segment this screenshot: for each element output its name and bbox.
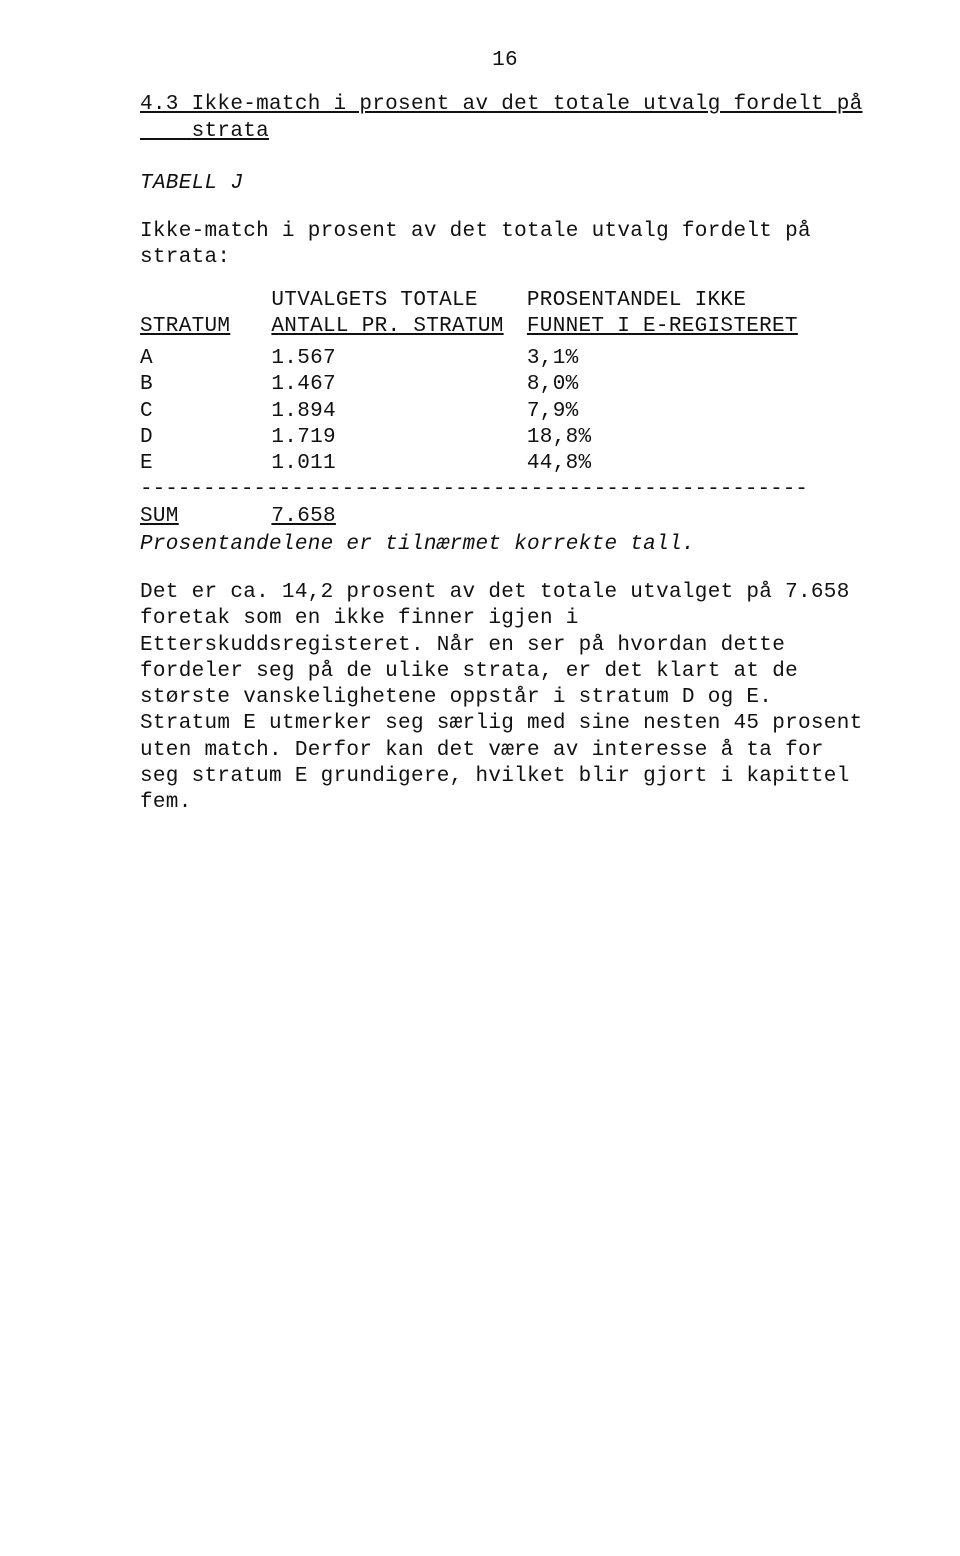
cell-stratum: A [140,346,271,372]
cell-value: 1.011 [271,451,527,477]
cell-percent: 3,1% [527,346,870,372]
cell-value: 1.719 [271,425,527,451]
page: 16 4.3 Ikke-match i prosent av det total… [0,0,960,906]
cell-stratum: B [140,372,271,398]
table-note: Prosentandelene er tilnærmet korrekte ta… [140,532,870,558]
cell-percent: 8,0% [527,372,870,398]
th-antall-top: UTVALGETS TOTALE [271,288,527,314]
section-title-line2: strata [192,120,269,143]
dash-line: ----------------------------------------… [140,477,870,503]
table-row: B 1.467 8,0% [140,372,870,398]
cell-stratum: E [140,451,271,477]
table-row: E 1.011 44,8% [140,451,870,477]
data-table: UTVALGETS TOTALE PROSENTANDEL IKKE STRAT… [140,288,870,530]
th-stratum-top [140,288,271,314]
cell-stratum: C [140,399,271,425]
section-title-line1: 4.3 Ikke-match i prosent av det totale u… [140,93,863,116]
cell-percent: 44,8% [527,451,870,477]
table-row: D 1.719 18,8% [140,425,870,451]
table-sum-row: SUM 7.658 [140,504,870,530]
th-prosent-top: PROSENTANDEL IKKE [527,288,870,314]
cell-percent: 18,8% [527,425,870,451]
table-divider: ----------------------------------------… [140,477,870,503]
body-paragraph: Det er ca. 14,2 prosent av det totale ut… [140,580,870,816]
table-row: C 1.894 7,9% [140,399,870,425]
cell-stratum: D [140,425,271,451]
sum-value: 7.658 [271,504,527,530]
sum-label: SUM [140,504,271,530]
cell-value: 1.894 [271,399,527,425]
cell-value: 1.567 [271,346,527,372]
table-caption: Ikke-match i prosent av det totale utval… [140,219,870,272]
cell-percent: 7,9% [527,399,870,425]
th-antall: ANTALL PR. STRATUM [271,314,527,346]
table-name: TABELL J [140,171,870,197]
sum-percent [527,504,870,530]
page-number: 16 [140,48,870,74]
table-row: A 1.567 3,1% [140,346,870,372]
table-header-row-1: UTVALGETS TOTALE PROSENTANDEL IKKE [140,288,870,314]
th-prosent: FUNNET I E-REGISTERET [527,314,870,346]
section-title: 4.3 Ikke-match i prosent av det totale u… [140,92,870,145]
cell-value: 1.467 [271,372,527,398]
table-header-row-2: STRATUM ANTALL PR. STRATUM FUNNET I E-RE… [140,314,870,346]
th-stratum: STRATUM [140,314,271,346]
